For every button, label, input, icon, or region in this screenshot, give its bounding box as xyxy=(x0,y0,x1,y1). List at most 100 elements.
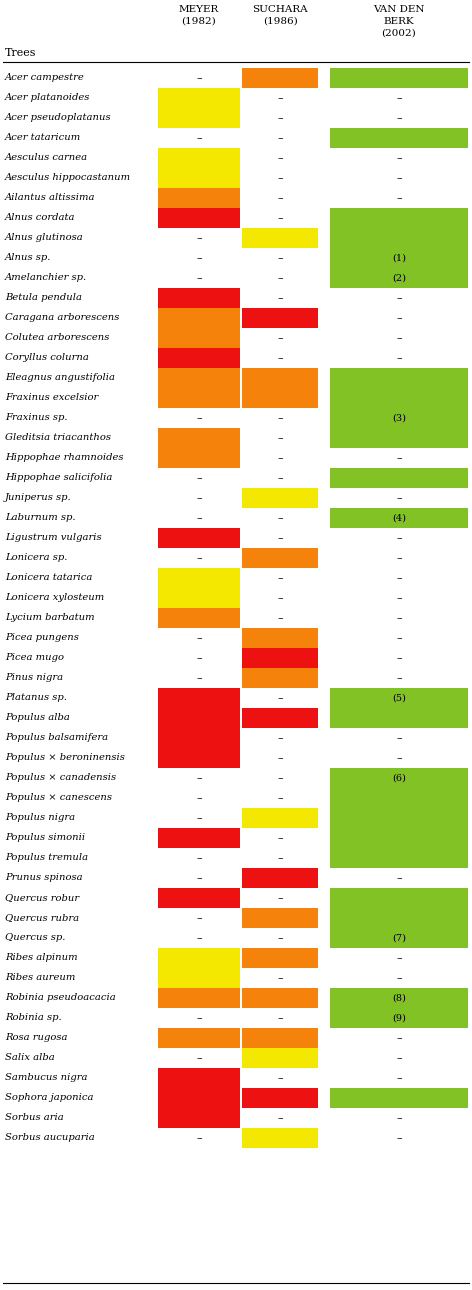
FancyBboxPatch shape xyxy=(158,728,240,747)
Text: Populus × canescens: Populus × canescens xyxy=(5,793,112,802)
FancyBboxPatch shape xyxy=(242,228,318,248)
Text: –: – xyxy=(396,733,402,743)
Text: Sophora japonica: Sophora japonica xyxy=(5,1094,93,1103)
FancyBboxPatch shape xyxy=(158,188,240,208)
Text: Ribes aureum: Ribes aureum xyxy=(5,974,76,983)
Text: Acer campestre: Acer campestre xyxy=(5,74,85,83)
FancyBboxPatch shape xyxy=(330,408,468,427)
Text: Populus simonii: Populus simonii xyxy=(5,833,85,842)
Text: –: – xyxy=(396,973,402,983)
Text: –: – xyxy=(396,293,402,303)
FancyBboxPatch shape xyxy=(158,828,240,848)
Text: Alnus cordata: Alnus cordata xyxy=(5,214,76,222)
FancyBboxPatch shape xyxy=(158,348,240,368)
Text: Lycium barbatum: Lycium barbatum xyxy=(5,614,94,623)
FancyBboxPatch shape xyxy=(158,288,240,307)
Text: –: – xyxy=(196,853,202,863)
Text: –: – xyxy=(396,753,402,762)
Text: –: – xyxy=(396,1073,402,1084)
Text: –: – xyxy=(396,493,402,503)
FancyBboxPatch shape xyxy=(330,268,468,288)
Text: –: – xyxy=(277,93,283,103)
FancyBboxPatch shape xyxy=(158,448,240,467)
FancyBboxPatch shape xyxy=(158,988,240,1007)
FancyBboxPatch shape xyxy=(158,968,240,988)
Text: –: – xyxy=(277,693,283,703)
Text: Aesculus hippocastanum: Aesculus hippocastanum xyxy=(5,173,131,182)
Text: VAN DEN
BERK
(2002): VAN DEN BERK (2002) xyxy=(373,5,425,37)
Text: Prunus spinosa: Prunus spinosa xyxy=(5,873,83,882)
Text: –: – xyxy=(277,253,283,263)
FancyBboxPatch shape xyxy=(158,568,240,587)
Text: –: – xyxy=(196,873,202,882)
Text: –: – xyxy=(277,353,283,362)
Text: –: – xyxy=(196,493,202,503)
FancyBboxPatch shape xyxy=(242,708,318,728)
Text: –: – xyxy=(277,613,283,623)
Text: (3): (3) xyxy=(392,414,406,423)
FancyBboxPatch shape xyxy=(158,1028,240,1047)
Text: Laburnum sp.: Laburnum sp. xyxy=(5,513,76,522)
Text: –: – xyxy=(277,173,283,183)
Text: –: – xyxy=(277,853,283,863)
Text: Robinia pseudoacacia: Robinia pseudoacacia xyxy=(5,993,116,1002)
Text: –: – xyxy=(277,273,283,283)
Text: –: – xyxy=(396,573,402,583)
Text: (6): (6) xyxy=(392,774,406,783)
FancyBboxPatch shape xyxy=(158,88,240,107)
Text: Picea pungens: Picea pungens xyxy=(5,633,79,642)
Text: (4): (4) xyxy=(392,513,406,522)
FancyBboxPatch shape xyxy=(158,308,240,328)
FancyBboxPatch shape xyxy=(330,388,468,408)
Text: (9): (9) xyxy=(392,1014,406,1023)
Text: Amelanchier sp.: Amelanchier sp. xyxy=(5,273,87,283)
FancyBboxPatch shape xyxy=(330,928,468,947)
Text: –: – xyxy=(277,1013,283,1023)
Text: –: – xyxy=(196,233,202,243)
Text: –: – xyxy=(396,194,402,203)
Text: –: – xyxy=(396,1113,402,1124)
FancyBboxPatch shape xyxy=(158,708,240,728)
Text: Populus balsamifera: Populus balsamifera xyxy=(5,734,108,743)
FancyBboxPatch shape xyxy=(242,808,318,827)
Text: (7): (7) xyxy=(392,934,406,943)
Text: –: – xyxy=(396,114,402,123)
Text: –: – xyxy=(196,553,202,562)
Text: –: – xyxy=(196,133,202,143)
Text: Alnus sp.: Alnus sp. xyxy=(5,254,51,262)
Text: –: – xyxy=(396,593,402,602)
Text: –: – xyxy=(277,133,283,143)
Text: MEYER
(1982): MEYER (1982) xyxy=(179,5,219,26)
FancyBboxPatch shape xyxy=(330,808,468,827)
Text: –: – xyxy=(277,473,283,482)
FancyBboxPatch shape xyxy=(330,248,468,267)
FancyBboxPatch shape xyxy=(158,688,240,707)
Text: Coryllus colurna: Coryllus colurna xyxy=(5,353,89,362)
Text: Aesculus carnea: Aesculus carnea xyxy=(5,154,88,163)
FancyBboxPatch shape xyxy=(330,788,468,808)
Text: –: – xyxy=(196,1133,202,1143)
Text: –: – xyxy=(277,753,283,762)
Text: –: – xyxy=(196,74,202,83)
Text: Fraxinus excelsior: Fraxinus excelsior xyxy=(5,393,98,402)
Text: Quercus rubra: Quercus rubra xyxy=(5,913,79,922)
Text: –: – xyxy=(396,653,402,663)
FancyBboxPatch shape xyxy=(242,628,318,648)
Text: –: – xyxy=(396,353,402,362)
Text: –: – xyxy=(396,633,402,642)
Text: –: – xyxy=(396,173,402,183)
FancyBboxPatch shape xyxy=(330,828,468,848)
FancyBboxPatch shape xyxy=(158,328,240,347)
Text: –: – xyxy=(277,573,283,583)
Text: Populus alba: Populus alba xyxy=(5,713,70,722)
Text: Hippophae salicifolia: Hippophae salicifolia xyxy=(5,473,112,482)
Text: –: – xyxy=(396,154,402,163)
Text: –: – xyxy=(277,1073,283,1084)
FancyBboxPatch shape xyxy=(242,868,318,888)
Text: Populus × canadensis: Populus × canadensis xyxy=(5,774,116,783)
FancyBboxPatch shape xyxy=(242,908,318,928)
Text: –: – xyxy=(196,653,202,663)
Text: –: – xyxy=(196,1053,202,1063)
Text: Populus × beroninensis: Populus × beroninensis xyxy=(5,753,125,762)
Text: –: – xyxy=(277,793,283,802)
